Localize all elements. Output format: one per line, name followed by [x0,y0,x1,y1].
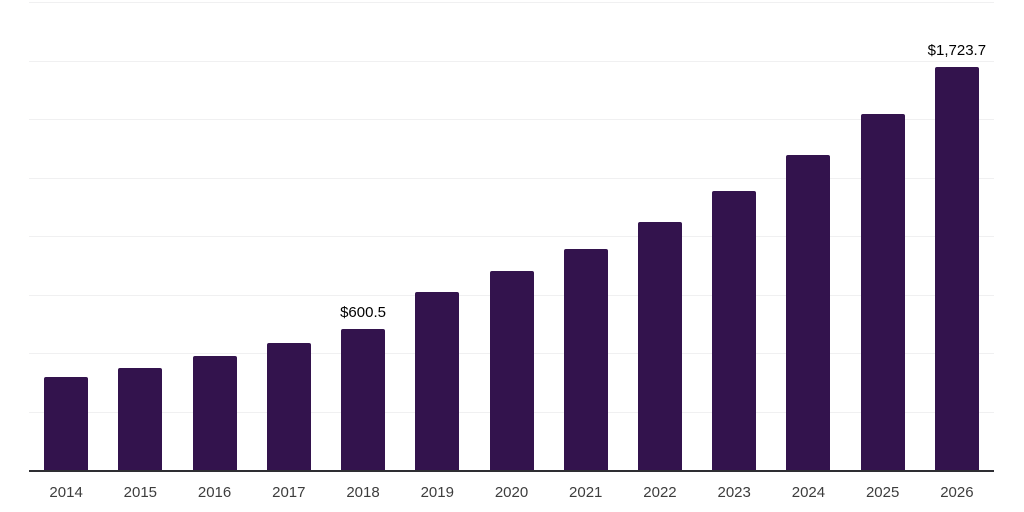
x-tick-label-2017: 2017 [272,484,306,501]
x-tick-label-2025: 2025 [865,484,900,501]
bar-2016 [192,355,237,470]
bar-value-label-2018: $600.5 [340,304,386,322]
x-tick-label-2019: 2019 [420,484,454,501]
x-tick-label-2021: 2021 [569,484,603,501]
x-tick-label-2015: 2015 [123,484,158,501]
y-gridline [29,178,994,179]
x-tick-label-2023: 2023 [717,484,751,501]
y-gridline [29,61,994,62]
y-gridline [29,236,994,237]
bar-2014 [44,377,89,470]
x-tick-label-2024: 2024 [791,484,826,501]
bar-2019 [415,292,460,470]
y-gridline [29,119,994,120]
x-tick-label-2020: 2020 [494,484,529,501]
bar-value-label-2026: $1,723.7 [927,41,987,59]
x-tick-label-2016: 2016 [197,484,232,501]
bar-2020 [489,271,534,470]
x-axis-line [29,470,994,472]
bar-2024 [786,155,831,470]
bar-2025 [860,114,905,470]
bar-2026 [934,66,979,470]
x-tick-label-2026: 2026 [940,484,974,501]
bar-2021 [563,248,608,470]
x-tick-label-2014: 2014 [49,484,83,501]
x-tick-label-2022: 2022 [643,484,677,501]
bar-2023 [712,190,757,470]
bar-2017 [266,343,311,470]
x-tick-label-2018: 2018 [346,484,380,501]
bar-2022 [637,221,682,470]
bar-2018 [341,329,386,470]
bar-2015 [118,367,163,470]
y-gridline [29,2,994,3]
